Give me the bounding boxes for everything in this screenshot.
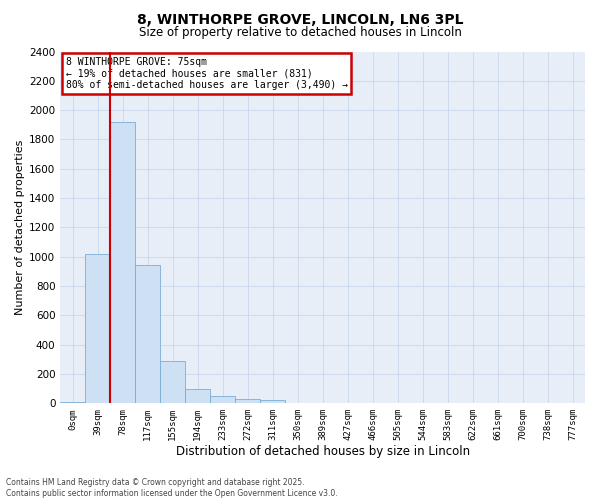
Y-axis label: Number of detached properties: Number of detached properties — [15, 140, 25, 315]
Bar — [160, 360, 185, 403]
Bar — [210, 396, 235, 403]
X-axis label: Distribution of detached houses by size in Lincoln: Distribution of detached houses by size … — [176, 444, 470, 458]
Bar — [260, 400, 285, 403]
Text: Size of property relative to detached houses in Lincoln: Size of property relative to detached ho… — [139, 26, 461, 39]
Bar — [235, 399, 260, 403]
Bar — [85, 254, 110, 403]
Text: 8 WINTHORPE GROVE: 75sqm
← 19% of detached houses are smaller (831)
80% of semi-: 8 WINTHORPE GROVE: 75sqm ← 19% of detach… — [65, 57, 347, 90]
Bar — [110, 122, 135, 403]
Text: 8, WINTHORPE GROVE, LINCOLN, LN6 3PL: 8, WINTHORPE GROVE, LINCOLN, LN6 3PL — [137, 12, 463, 26]
Bar — [185, 388, 210, 403]
Text: Contains HM Land Registry data © Crown copyright and database right 2025.
Contai: Contains HM Land Registry data © Crown c… — [6, 478, 338, 498]
Bar — [135, 266, 160, 403]
Bar — [60, 402, 85, 403]
